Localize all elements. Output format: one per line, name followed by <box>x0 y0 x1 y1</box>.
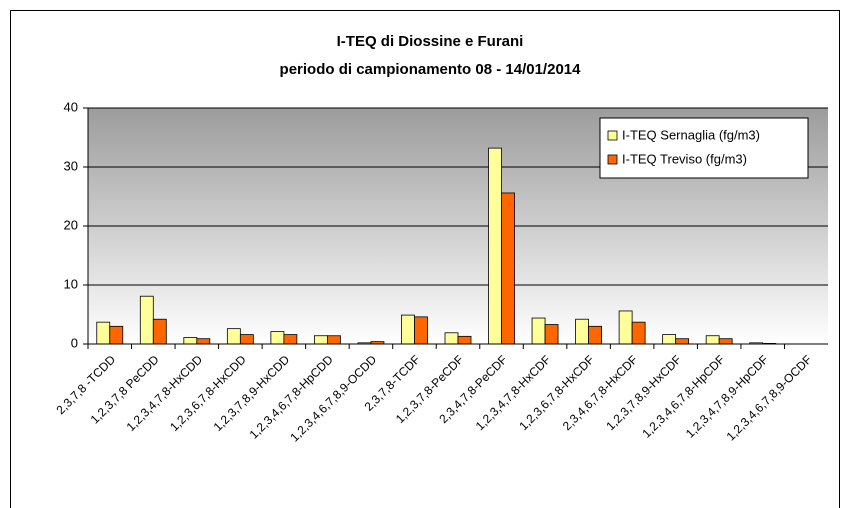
bar <box>531 317 546 345</box>
y-tick-label: 40 <box>64 99 78 114</box>
bar <box>488 147 502 345</box>
bar <box>414 316 428 345</box>
bar <box>96 321 111 345</box>
bar <box>444 332 459 345</box>
legend-swatch <box>607 130 618 141</box>
legend-label: I-TEQ Treviso (fg/m3) <box>622 151 747 166</box>
y-tick-label: 0 <box>71 335 78 350</box>
y-tick-label: 20 <box>64 217 78 232</box>
bar <box>544 324 559 345</box>
bar <box>314 335 328 345</box>
bar <box>283 334 298 345</box>
bar <box>401 314 415 345</box>
bar <box>196 338 211 345</box>
bar <box>327 335 341 345</box>
bar <box>631 321 646 345</box>
bar <box>575 318 589 345</box>
legend-swatch <box>607 154 618 165</box>
bar <box>183 337 198 345</box>
chart-title: I-TEQ di Diossine e Furani <box>337 33 524 50</box>
bar <box>152 318 167 345</box>
chart-subtitle: periodo di campionamento 08 - 14/01/2014 <box>280 61 582 78</box>
legend-box <box>599 117 809 179</box>
bar <box>501 192 515 345</box>
bar <box>618 310 633 345</box>
legend-label: I-TEQ Sernaglia (fg/m3) <box>622 127 760 142</box>
bar <box>239 334 254 345</box>
y-tick-label: 10 <box>64 276 78 291</box>
bar <box>718 338 733 345</box>
bar <box>109 325 124 345</box>
bar <box>270 331 285 345</box>
bar <box>139 295 154 345</box>
bar <box>226 328 241 345</box>
y-tick-label: 30 <box>64 158 78 173</box>
bar <box>588 325 602 345</box>
bar <box>457 335 472 345</box>
bar <box>675 338 690 345</box>
bar <box>662 334 677 345</box>
bar <box>705 335 720 345</box>
